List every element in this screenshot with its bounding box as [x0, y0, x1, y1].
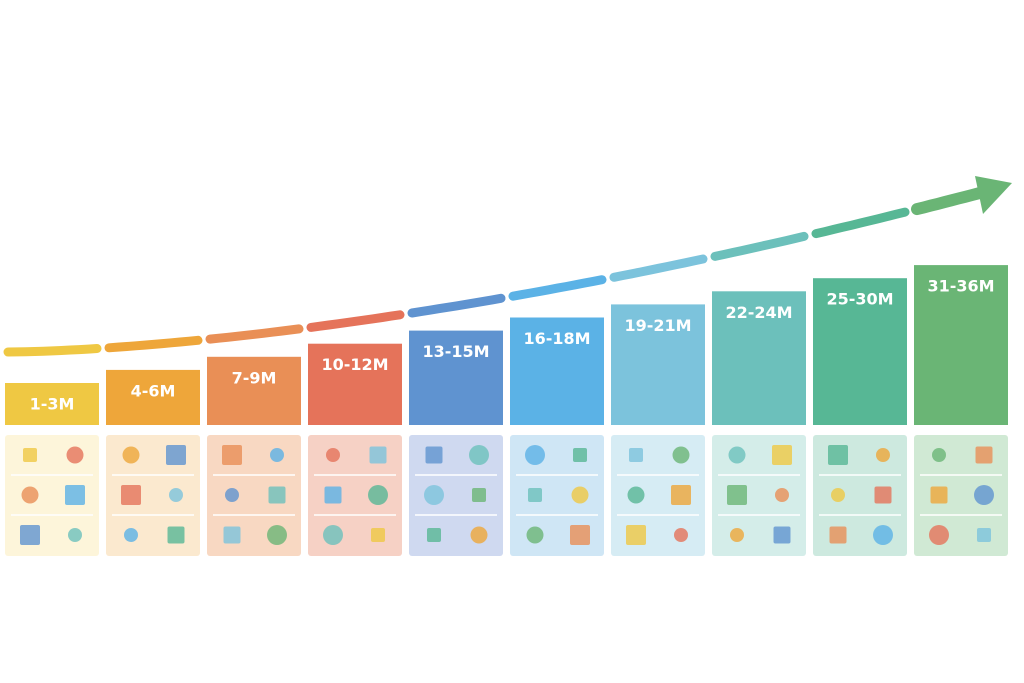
arrow-head — [975, 176, 1012, 214]
toy-icon — [323, 525, 343, 545]
toy-icon — [671, 485, 691, 505]
stage-panel — [207, 435, 301, 556]
arrow-segment — [306, 310, 405, 332]
toy-icon — [627, 486, 645, 504]
toy-icon — [268, 486, 286, 504]
stage-header — [510, 317, 604, 425]
toy-icon — [626, 525, 646, 545]
toy-icon — [727, 485, 747, 505]
toy-icon — [68, 528, 82, 542]
toy-icon — [929, 525, 949, 545]
toy-icon — [427, 528, 441, 542]
toy-icon — [326, 448, 340, 462]
toy-icon — [20, 525, 40, 545]
toy-icon — [570, 525, 590, 545]
toy-icon — [66, 446, 84, 464]
toy-icon — [324, 486, 342, 504]
stage-label: 7-9M — [232, 368, 277, 387]
toy-icon — [974, 485, 994, 505]
arrow-segment — [710, 231, 809, 261]
toy-icon — [775, 488, 789, 502]
toy-icon — [21, 486, 39, 504]
stage-label: 22-24M — [725, 303, 792, 322]
stage-label: 19-21M — [624, 316, 691, 335]
toy-icon — [169, 488, 183, 502]
arrow-segment — [508, 275, 607, 301]
toy-icon — [270, 448, 284, 462]
stage-header — [106, 369, 200, 425]
toy-icon — [121, 485, 141, 505]
toy-icon — [122, 446, 140, 464]
toy-icon — [225, 488, 239, 502]
arrow-segment — [811, 207, 910, 239]
toy-icon — [571, 486, 589, 504]
stage-label: 4-6M — [131, 381, 176, 400]
toy-icon — [773, 526, 791, 544]
arrow-segment — [3, 344, 102, 357]
toy-icon — [425, 446, 443, 464]
stage-header — [308, 343, 402, 425]
arrow-segment — [911, 185, 992, 216]
toy-icon — [368, 485, 388, 505]
stage-label: 10-12M — [321, 355, 388, 374]
toy-icon — [728, 446, 746, 464]
arrow-segment — [407, 293, 506, 318]
toy-icon — [930, 486, 948, 504]
stage-header — [712, 291, 806, 425]
toy-icon — [525, 445, 545, 465]
toy-icon — [528, 488, 542, 502]
stage-header — [207, 356, 301, 425]
toy-icon — [932, 448, 946, 462]
toy-icon — [672, 446, 690, 464]
toy-icon — [831, 488, 845, 502]
stage-header — [914, 265, 1008, 425]
toy-icon — [472, 488, 486, 502]
toy-icon — [222, 445, 242, 465]
toy-icon — [874, 486, 892, 504]
arrow-segment — [205, 324, 304, 344]
toy-icon — [975, 446, 993, 464]
toy-icon — [829, 526, 847, 544]
stage-header — [5, 383, 99, 425]
toy-icon — [167, 526, 185, 544]
stage-header — [611, 304, 705, 425]
stage-label: 13-15M — [422, 342, 489, 361]
toy-icon — [470, 526, 488, 544]
toy-icon — [267, 525, 287, 545]
stage-label: 25-30M — [826, 290, 893, 309]
stage-label: 1-3M — [30, 395, 75, 414]
stage-label: 31-36M — [927, 277, 994, 296]
toy-icon — [124, 528, 138, 542]
toy-icon — [526, 526, 544, 544]
toy-icon — [371, 528, 385, 542]
arrow-segment — [104, 335, 203, 353]
toy-icon — [469, 445, 489, 465]
stage-panel — [712, 435, 806, 556]
toy-icon — [828, 445, 848, 465]
toy-icon — [629, 448, 643, 462]
stage-label: 16-18M — [523, 329, 590, 348]
toy-icon — [674, 528, 688, 542]
toy-icon — [873, 525, 893, 545]
toy-icon — [369, 446, 387, 464]
toy-icon — [876, 448, 890, 462]
toy-icon — [23, 448, 37, 462]
toy-icon — [166, 445, 186, 465]
stage-panel — [106, 435, 200, 556]
stage-panel — [409, 435, 503, 556]
stage-panel — [813, 435, 907, 556]
toy-icon — [772, 445, 792, 465]
arrow-segment — [609, 254, 708, 282]
stage-header — [813, 278, 907, 425]
toy-icon — [573, 448, 587, 462]
toy-icon — [424, 485, 444, 505]
toy-icon — [730, 528, 744, 542]
toy-icon — [65, 485, 85, 505]
toy-icon — [223, 526, 241, 544]
toy-icon — [977, 528, 991, 542]
stage-header — [409, 330, 503, 425]
